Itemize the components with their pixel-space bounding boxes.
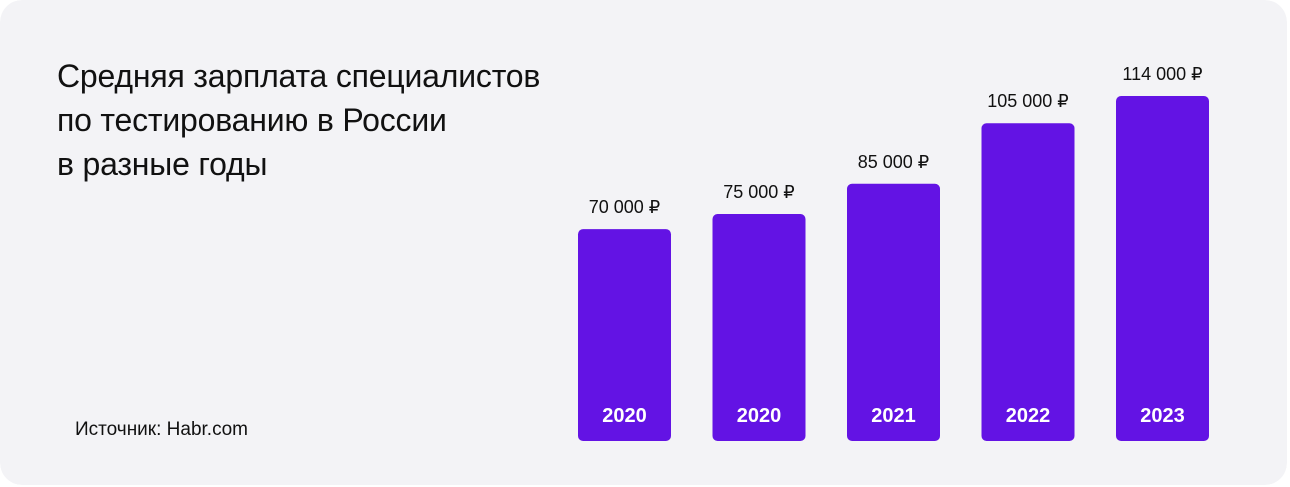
bar-2020-2 [712, 214, 806, 441]
bar-value-label-3: 85 000 ₽ [858, 152, 930, 172]
source-note: Источник: Habr.com [75, 419, 248, 440]
bar-value-label-1: 70 000 ₽ [589, 197, 661, 217]
bar-category-label-3: 2021 [871, 405, 916, 427]
bar-2020-1 [578, 229, 671, 441]
chart-title-line-1: Средняя зарплата специалистов [57, 58, 541, 94]
bar-value-label-5: 114 000 ₽ [1122, 64, 1202, 84]
bar-category-label-2: 2020 [737, 405, 782, 427]
chart-title: Средняя зарплата специалистов по тестиро… [57, 54, 617, 186]
bar-2021-3 [847, 183, 940, 441]
bar-2022-4 [981, 123, 1075, 441]
chart-title-line-2: по тестированию в России [57, 102, 447, 138]
bar-value-label-2: 75 000 ₽ [723, 182, 795, 202]
bar-category-label-5: 2023 [1140, 405, 1185, 427]
chart-title-line-3: в разные годы [57, 146, 268, 182]
bar-category-label-4: 2022 [1006, 405, 1051, 427]
bar-2023-5 [1116, 96, 1209, 441]
bar-value-label-4: 105 000 ₽ [987, 91, 1069, 111]
bar-category-label-1: 2020 [602, 405, 647, 427]
